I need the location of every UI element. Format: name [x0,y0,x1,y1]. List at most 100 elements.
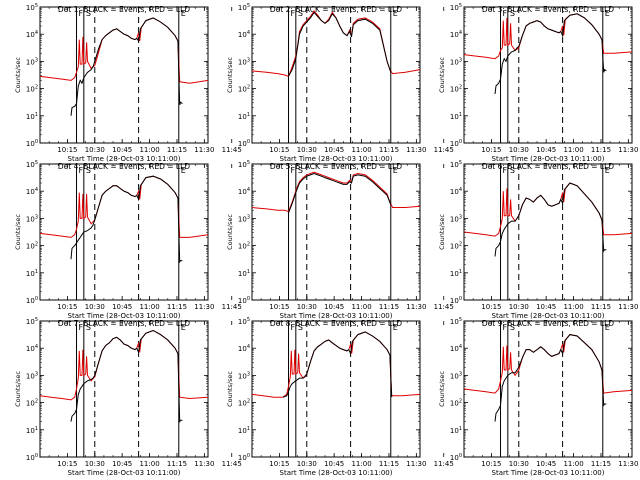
plot-frame [251,6,421,144]
y-tick-label: 105 [238,160,250,169]
y-tick-label: 103 [450,57,462,66]
plot-frame [463,6,633,144]
y-tick-label: 105 [238,3,250,12]
y-tick-label: 104 [450,30,462,39]
lld-series-line [464,182,632,237]
y-tick-label: 102 [238,85,250,94]
x-tick-label: 10:45 [536,303,556,311]
x-tick-label: 11:30 [618,303,638,311]
y-tick-label: 105 [26,317,38,326]
y-tick-label: 101 [26,112,38,121]
y-tick-label: 101 [238,112,250,121]
y-axis-label: Counts/sec [226,214,234,250]
marker-label: E [181,323,186,332]
x-tick-label: 10:15 [481,460,501,468]
x-tick-label: 10:30 [85,303,105,311]
y-tick-label: 104 [450,344,462,353]
y-axis-label: Counts/sec [438,371,446,407]
x-tick-label: 10:45 [536,146,556,154]
y-tick-label: 103 [26,57,38,66]
x-tick-label: 10:30 [297,460,317,468]
marker-label: E [181,9,186,18]
events-series-line [288,11,392,77]
y-tick-label: 101 [238,269,250,278]
x-tick-label: 11:00 [351,303,371,311]
y-axis-label: Counts/sec [438,214,446,250]
y-tick-label: 104 [238,344,250,353]
events-series-line [70,175,183,264]
panel-title: Det 1: BLACK = Events, RED = LLD [58,5,190,14]
x-tick-label: 11:15 [379,303,399,311]
y-tick-label: 101 [26,426,38,435]
marker-label: E [181,166,186,175]
x-axis-label: Start Time (28-Oct-03 10:11:00) [280,469,393,477]
plot-frame [39,320,209,458]
x-tick-label: 11:15 [167,460,187,468]
x-tick-label: 11:15 [379,146,399,154]
y-tick-label: 102 [238,399,250,408]
marker-label: S [86,166,91,175]
plot-frame [39,163,209,301]
y-tick-label: 102 [26,85,38,94]
x-tick-label: 10:30 [85,460,105,468]
y-axis-label: Counts/sec [226,371,234,407]
marker-label: F [503,166,508,175]
panel-title: Det 6: BLACK = Events, RED = LLD [482,162,614,171]
marker-label: F [79,323,84,332]
y-tick-label: 102 [450,85,462,94]
marker-label: E [393,166,398,175]
plot-frame [251,163,421,301]
x-axis-label: Start Time (28-Oct-03 10:11:00) [492,312,605,320]
detector-panel: 10:1510:3010:4511:0011:1511:3011:4510010… [438,317,638,477]
y-tick-label: 105 [450,317,462,326]
x-tick-label: 11:00 [563,303,583,311]
y-tick-label: 101 [450,426,462,435]
lld-series-line [40,17,208,84]
y-axis-label: Counts/sec [14,214,22,250]
panel-title: Det 7: BLACK = Events, RED = LLD [58,319,190,328]
x-tick-label: 10:30 [509,303,529,311]
y-tick-label: 103 [26,371,38,380]
x-tick-label: 11:00 [139,146,159,154]
marker-label: S [510,9,515,18]
y-tick-label: 103 [450,371,462,380]
marker-label: F [291,323,296,332]
y-tick-label: 105 [26,3,38,12]
x-tick-label: 10:45 [536,460,556,468]
x-axis-label: Start Time (28-Oct-03 10:11:00) [68,312,181,320]
y-axis-label: Counts/sec [14,371,22,407]
lld-series-line [464,13,632,60]
y-tick-label: 103 [26,214,38,223]
marker-label: F [503,323,508,332]
x-axis-label: Start Time (28-Oct-03 10:11:00) [68,469,181,477]
marker-label: E [605,9,610,18]
marker-label: S [298,166,303,175]
marker-label: F [291,166,296,175]
x-tick-label: 10:15 [57,460,77,468]
marker-label: E [605,166,610,175]
marker-label: S [298,323,303,332]
x-tick-label: 11:15 [379,460,399,468]
x-tick-label: 11:15 [167,146,187,154]
y-tick-label: 100 [238,296,250,305]
y-tick-label: 102 [450,242,462,251]
y-tick-label: 102 [26,399,38,408]
panel-title: Det 5: BLACK = Events, RED = LLD [270,162,402,171]
lld-series-line [464,334,632,394]
x-tick-label: 10:45 [112,303,132,311]
y-tick-label: 103 [450,214,462,223]
x-tick-label: 10:45 [112,460,132,468]
x-tick-label: 10:15 [269,303,289,311]
x-tick-label: 11:15 [591,303,611,311]
x-tick-label: 10:45 [324,460,344,468]
y-tick-label: 100 [450,453,462,462]
detector-panel: 10:1510:3010:4511:0011:1511:3011:4510010… [438,3,638,163]
events-series-line [70,329,183,424]
